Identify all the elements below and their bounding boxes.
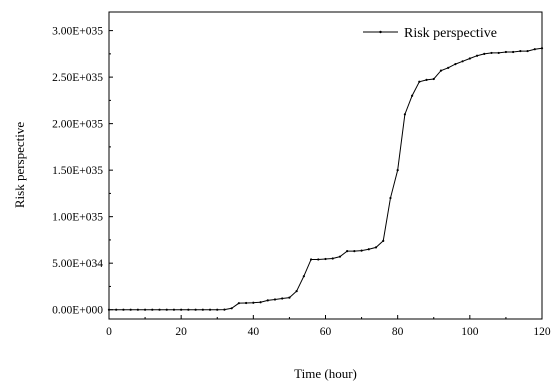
data-point [216, 308, 219, 311]
x-tick-label: 100 [461, 326, 479, 338]
x-tick-label: 0 [106, 326, 112, 338]
data-point [454, 62, 457, 66]
x-tick-label: 60 [320, 326, 332, 338]
data-point [136, 308, 139, 311]
data-point [230, 307, 233, 310]
y-tick-label: 1.00E+035 [52, 212, 103, 224]
data-point [360, 249, 363, 252]
data-point [151, 308, 154, 311]
data-point [317, 258, 320, 261]
data-point [115, 308, 118, 311]
data-point [403, 113, 406, 116]
data-point [172, 308, 176, 311]
data-point [180, 308, 183, 311]
data-point [425, 78, 428, 82]
data-point [266, 299, 269, 302]
data-point [158, 308, 161, 311]
plot-frame [108, 11, 543, 320]
data-point [346, 249, 349, 253]
data-point [245, 301, 248, 305]
data-point [129, 308, 132, 311]
data-point [208, 308, 212, 311]
data-point [533, 48, 536, 51]
data-point [504, 50, 508, 54]
data-point [389, 196, 392, 200]
data-point [122, 308, 125, 311]
data-point [165, 308, 168, 311]
data-point [512, 50, 515, 54]
series-group [107, 47, 544, 311]
data-point [418, 80, 421, 83]
data-point [540, 47, 544, 50]
data-point [468, 57, 471, 60]
data-point [288, 296, 291, 299]
data-point [497, 51, 500, 55]
x-tick-label: 40 [248, 326, 260, 338]
data-point [187, 308, 190, 311]
data-point [338, 255, 342, 258]
y-tick-label: 2.50E+035 [52, 72, 103, 84]
y-tick-label: 2.00E+035 [52, 119, 103, 131]
data-point [309, 258, 313, 261]
data-point [107, 308, 111, 311]
data-point [273, 298, 277, 301]
data-point [382, 239, 385, 242]
y-axis-ticks: 0.00E+000 5.00E+034 1.00E+035 1.50E+035 2.00… [52, 26, 113, 317]
data-point [302, 275, 305, 278]
data-point [490, 51, 493, 55]
y-tick-label: 0.00E+000 [52, 305, 103, 317]
data-point [475, 54, 479, 57]
data-point [367, 248, 370, 251]
x-tick-label: 120 [533, 326, 551, 338]
x-axis-title: Time (hour) [294, 366, 357, 381]
data-point [259, 301, 262, 304]
legend: Risk perspective [363, 26, 497, 41]
data-point [353, 249, 356, 253]
data-point [194, 308, 197, 311]
data-point [331, 257, 334, 260]
y-tick-label: 5.00E+034 [52, 258, 103, 270]
y-axis-title: Risk perspective [12, 122, 27, 209]
x-axis-ticks: 0 20 40 60 80 100 120 [106, 315, 551, 338]
data-point [432, 77, 435, 81]
data-point [411, 94, 414, 97]
data-point [526, 49, 529, 53]
legend-marker [379, 30, 382, 34]
data-point [324, 257, 327, 261]
x-tick-label: 20 [175, 326, 187, 338]
y-tick-label: 1.50E+035 [52, 165, 103, 177]
data-point [237, 302, 240, 305]
data-point [281, 297, 284, 300]
data-point [201, 308, 204, 311]
data-point [374, 246, 378, 249]
data-point [439, 69, 443, 72]
y-tick-label: 3.00E+035 [52, 26, 103, 38]
data-point [396, 169, 399, 172]
data-point [223, 308, 226, 311]
data-point [447, 66, 450, 69]
x-tick-label: 80 [392, 326, 404, 338]
series-line [109, 47, 543, 311]
data-point [519, 49, 522, 53]
data-point [143, 308, 147, 311]
data-point [461, 60, 464, 63]
data-point [483, 52, 486, 55]
data-point [252, 301, 255, 304]
legend-label: Risk perspective [404, 26, 497, 41]
data-point [295, 289, 298, 293]
